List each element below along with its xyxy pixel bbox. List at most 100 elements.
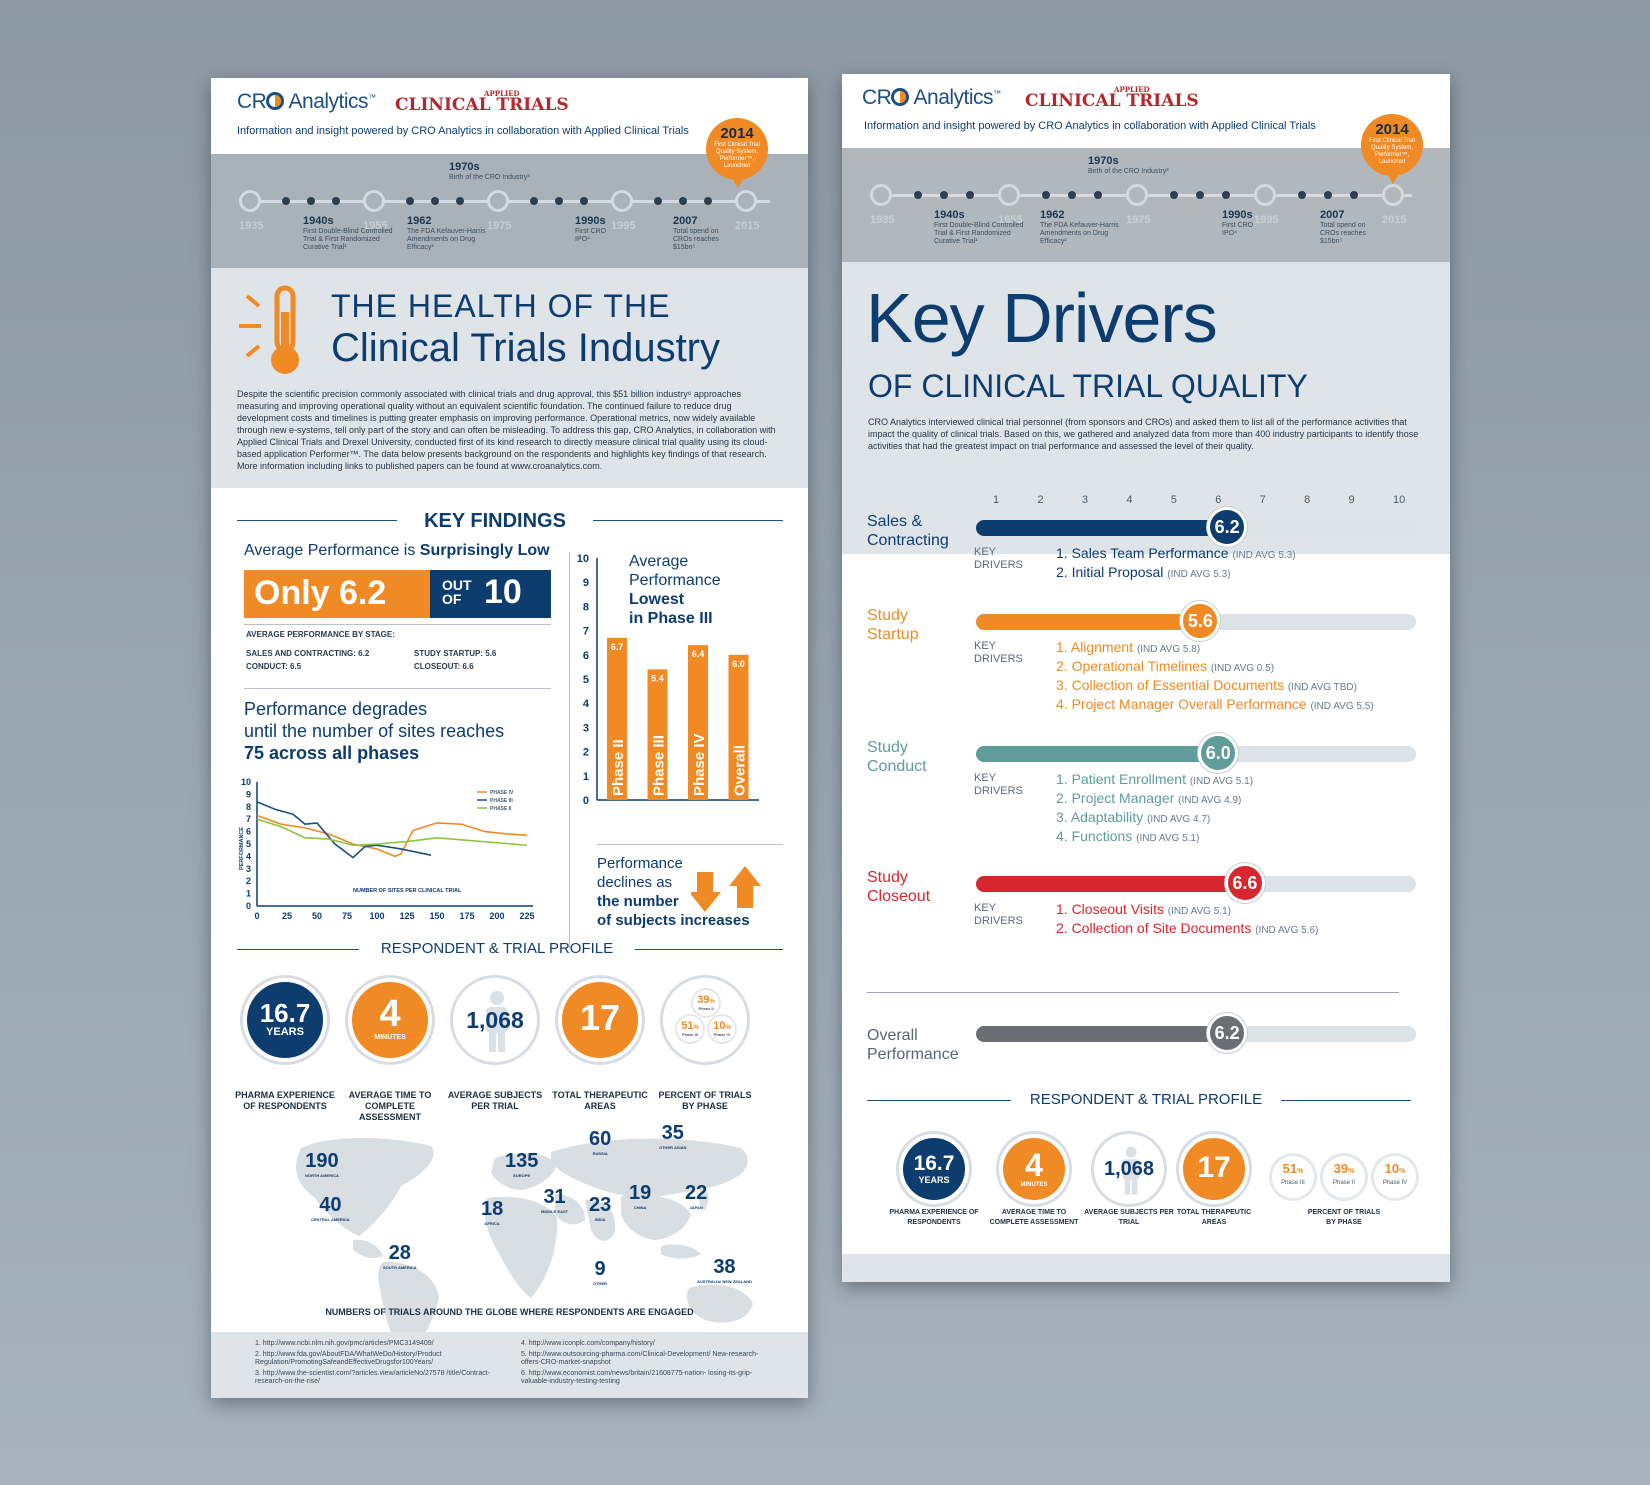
phase-3-percent: 51% Phase III — [677, 1016, 703, 1042]
phase-caption: PERCENT OF TRIALS BY PHASE — [658, 1090, 752, 1111]
map-count-europe: 135 EUROPE — [505, 1150, 539, 1178]
phase-4-percent: 10% Phase IV — [1374, 1156, 1416, 1198]
timeline-node — [870, 184, 892, 206]
avg-performance-heading: Average Performance is Surprisingly Low — [244, 542, 550, 559]
timeline-event: 1970s Birth of the CRO Industry³ — [1088, 155, 1169, 175]
minutes-circle: 4 MINUTES — [348, 978, 432, 1062]
phase-2-percent: 39% Phase II — [1323, 1156, 1365, 1198]
right-infographic: CR Analytics™ APPLIED CLINICAL TRIALS Inf… — [842, 74, 1450, 1282]
timeline-event: 1962 The FDA Kefauver-Harris Amendments o… — [1040, 209, 1119, 245]
key-driver-item: 2. Initial Proposal (IND AVG 5.3) — [1056, 564, 1231, 580]
stage-score-bar: 5.6 — [976, 601, 1416, 641]
degrades-heading: Performance degrades until the number of … — [244, 699, 505, 763]
bar-overall — [728, 654, 749, 800]
bar-value-label: 6.4 — [692, 649, 705, 659]
phase-caption: PERCENT OF TRIALS BY PHASE — [1307, 1209, 1381, 1226]
left-profile-title: RESPONDENT & TRIAL PROFILE — [380, 940, 614, 957]
bar-phase-iv — [688, 645, 708, 800]
x-tick-label: 100 — [369, 911, 384, 921]
phase-2-percent: 39% Phase II — [693, 990, 719, 1016]
stage-score-fill — [976, 520, 1228, 536]
timeline-year: 2015 — [1382, 214, 1407, 226]
bar-category-label: Phase IV — [691, 733, 708, 796]
left-header: CR Analytics™ APPLIED CLINICAL TRIALS Inf… — [211, 78, 808, 154]
reference-item: 6. http://www.economist.com/news/britain… — [521, 1370, 753, 1385]
y-tick-label: 1 — [246, 889, 251, 899]
timeline-year: 1975 — [1126, 214, 1151, 226]
timeline-event: 2007 Total spend on CROs reaches $15bn⁵ — [1320, 209, 1366, 245]
y-axis-label: PERFORMANCE — [239, 827, 245, 870]
y-tick-label: 8 — [246, 802, 251, 812]
health-intro: THE HEALTH OF THE Clinical Trials Indust… — [211, 268, 808, 488]
series-line-phase-iii — [256, 801, 432, 859]
only-score-banner: Only 6.2 OUT OF 10 — [244, 570, 551, 618]
scale-tick: 2 — [1037, 494, 1044, 506]
key-drivers-title: Key Drivers — [866, 279, 1218, 357]
key-driver-item: 1. Alignment (IND AVG 5.8) — [1056, 639, 1201, 655]
y-tick-label: 3 — [583, 722, 589, 734]
tagline: Information and insight powered by CRO A… — [864, 120, 1316, 132]
stage-header: AVERAGE PERFORMANCE BY STAGE: — [246, 630, 395, 639]
map-count-australia: 38 AUSTRALIA/ NEW ZEALAND — [697, 1256, 752, 1284]
reference-item: 3. http://www.the-scientist.com/?article… — [255, 1370, 490, 1385]
y-tick-label: 3 — [246, 864, 251, 874]
health-title-big: Clinical Trials Industry — [331, 326, 721, 370]
subjects-circle: 1,068 — [1094, 1134, 1164, 1204]
thermometer-icon — [239, 285, 299, 374]
stage-score: SALES AND CONTRACTING: 6.2 — [246, 649, 370, 658]
x-tick-label: 200 — [489, 911, 504, 921]
stage-score-badge: 6.6 — [1224, 863, 1265, 903]
key-drivers-label: KEY DRIVERS — [974, 772, 1023, 797]
x-tick-label: 150 — [429, 911, 444, 921]
tagline: Information and insight powered by CRO A… — [237, 125, 689, 137]
y-tick-label: 0 — [583, 795, 589, 807]
scale-tick: 8 — [1304, 494, 1311, 506]
stage-label: Study Startup — [867, 607, 919, 643]
timeline-event: 2007 Total spend on CROs reaches $15bn⁵ — [673, 215, 719, 251]
key-drivers-intro: Key Drivers OF CLINICAL TRIAL QUALITY CR… — [842, 262, 1450, 554]
key-drivers-label: KEY DRIVERS — [974, 902, 1023, 927]
cro-analytics-logo: CR Analytics™ — [862, 86, 1001, 109]
legend-label: PHASE III — [490, 798, 513, 804]
subjects-caption: AVERAGE SUBJECTS PER TRIAL — [1084, 1209, 1174, 1226]
map-caption: NUMBERS OF TRIALS AROUND THE GLOBE WHERE… — [325, 1307, 694, 1317]
key-driver-item: 1. Closeout Visits (IND AVG 5.1) — [1056, 901, 1231, 917]
key-drivers-subtitle: OF CLINICAL TRIAL QUALITY — [868, 368, 1308, 404]
y-tick-label: 2 — [246, 876, 251, 886]
timeline-year: 2015 — [735, 220, 760, 232]
health-intro-text: Despite the scientific precision commonl… — [237, 389, 776, 471]
overall-bar: 6.2 — [976, 1013, 1416, 1053]
scale-tick: 1 — [993, 494, 1000, 506]
bar-category-label: Phase II — [610, 739, 627, 796]
legend-label: PHASE IV — [490, 790, 514, 796]
key-driver-item: 4. Functions (IND AVG 5.1) — [1056, 828, 1200, 844]
bar-value-label: 5.4 — [651, 673, 664, 683]
stage-score: STUDY STARTUP: 5.6 — [414, 649, 497, 658]
key-driver-item: 3. Adaptability (IND AVG 4.7) — [1056, 809, 1211, 825]
y-tick-label: 6 — [583, 650, 589, 662]
y-tick-label: 7 — [246, 814, 251, 824]
stage-score-badge: 6.2 — [1207, 507, 1248, 547]
timeline-node — [239, 190, 261, 212]
bar-category-label: Overall — [732, 745, 749, 796]
map-count-middle-east: 31 MIDDLE EAST — [541, 1186, 569, 1214]
y-tick-label: 5 — [246, 839, 251, 849]
key-driver-item: 2. Operational Timelines (IND AVG 0.5) — [1056, 658, 1275, 674]
key-driver-item: 4. Project Manager Overall Performance (… — [1056, 696, 1374, 712]
stage-score-bar: 6.6 — [976, 863, 1416, 903]
scale-tick: 7 — [1259, 494, 1266, 506]
health-title-small: THE HEALTH OF THE — [331, 288, 671, 324]
stage-label: Sales & Contracting — [867, 513, 949, 549]
years-experience-circle: 16.7 YEARS — [899, 1134, 969, 1204]
x-tick-label: 225 — [519, 911, 534, 921]
y-tick-label: 5 — [583, 674, 589, 686]
map-count-central-america: 40 CENTRAL AMERICA — [311, 1194, 350, 1222]
overall-bar-fill — [976, 1026, 1228, 1042]
timeline-node — [998, 184, 1020, 206]
timeline-node — [611, 190, 633, 212]
up-down-arrows-icon — [691, 866, 761, 912]
years-caption: PHARMA EXPERIENCE OF RESPONDENTS — [235, 1090, 335, 1111]
timeline-node — [735, 190, 757, 212]
reference-item: 5. http://www.outsourcing-pharma.com/Cli… — [521, 1351, 759, 1366]
y-tick-label: 10 — [577, 553, 589, 565]
